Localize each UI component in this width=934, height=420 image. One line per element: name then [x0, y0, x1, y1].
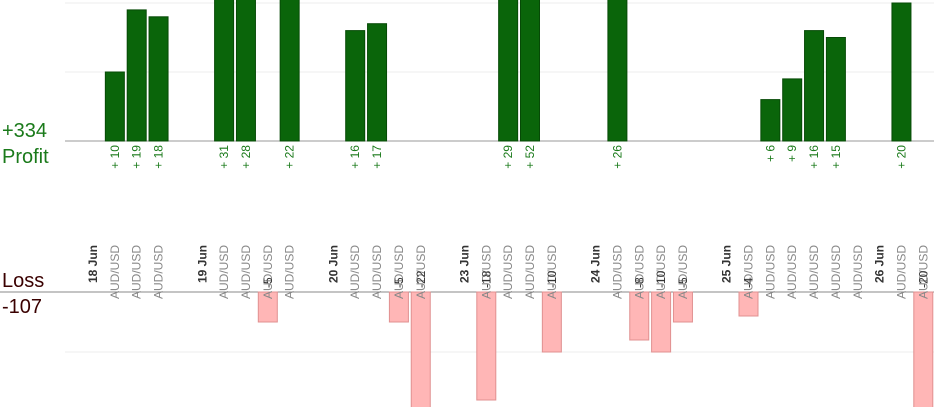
loss-total: -107: [2, 296, 42, 318]
bar: [891, 2, 912, 142]
bar: [541, 291, 562, 353]
bar: [782, 78, 803, 142]
bar: [279, 0, 300, 142]
x-tick-label: AUD/USD: [523, 245, 537, 299]
bar: [498, 0, 519, 142]
bar: [410, 291, 431, 407]
bar: [738, 291, 759, 317]
bar: [367, 23, 388, 142]
x-tick-label: AUD/USD: [545, 245, 559, 299]
value-label: + 22: [283, 145, 297, 169]
bar: [126, 9, 147, 142]
bar: [257, 291, 278, 323]
bar: [388, 291, 409, 323]
x-tick-label: AUD/USD: [742, 245, 756, 299]
bar: [148, 16, 169, 142]
x-tick-label: 23 Jun: [457, 245, 471, 283]
x-tick-label: 24 Jun: [589, 245, 603, 283]
x-tick-label: 25 Jun: [720, 245, 734, 283]
value-label: -8: [632, 277, 646, 288]
x-tick-label: AUD/USD: [763, 245, 777, 299]
x-tick-label: 26 Jun: [873, 245, 887, 283]
value-label: + 31: [217, 145, 231, 169]
bar: [913, 291, 934, 407]
loss-label: Loss: [2, 270, 44, 292]
value-label: -10: [545, 270, 559, 288]
bar: [104, 71, 125, 142]
value-label: -10: [654, 270, 668, 288]
x-tick-label: AUD/USD: [632, 245, 646, 299]
value-label: -22: [414, 270, 428, 288]
bar: [235, 0, 256, 142]
value-label: -5: [261, 277, 275, 288]
x-tick-label: AUD/USD: [829, 245, 843, 299]
x-tick-label: AUD/USD: [501, 245, 515, 299]
bar: [476, 291, 497, 401]
value-label: + 16: [348, 145, 362, 169]
x-tick-label: AUD/USD: [479, 245, 493, 299]
value-label: -5: [392, 277, 406, 288]
value-label: + 19: [130, 145, 144, 169]
profit-label: Profit: [2, 146, 49, 168]
bar: [607, 0, 628, 142]
x-tick-label: 20 Jun: [326, 245, 340, 283]
bar: [651, 291, 672, 353]
value-label: + 6: [763, 145, 777, 162]
bar: [672, 291, 693, 323]
x-tick-label: 18 Jun: [86, 245, 100, 283]
profit-total: +334: [2, 120, 47, 142]
x-tick-label: AUD/USD: [916, 245, 930, 299]
x-tick-label: AUD/USD: [851, 245, 865, 299]
x-tick-label: AUD/USD: [261, 245, 275, 299]
x-tick-label: AUD/USD: [217, 245, 231, 299]
x-tick-label: AUD/USD: [392, 245, 406, 299]
x-tick-label: AUD/USD: [654, 245, 668, 299]
value-label: + 28: [239, 145, 253, 169]
value-label: + 18: [152, 145, 166, 169]
x-tick-label: 19 Jun: [195, 245, 209, 283]
bar: [629, 291, 650, 341]
x-tick-label: AUD/USD: [894, 245, 908, 299]
x-tick-label: AUD/USD: [348, 245, 362, 299]
bar: [345, 30, 366, 142]
value-label: + 20: [894, 145, 908, 169]
value-label: -4: [742, 277, 756, 288]
bar: [825, 37, 846, 142]
x-tick-label: AUD/USD: [108, 245, 122, 299]
x-tick-label: AUD/USD: [152, 245, 166, 299]
x-tick-label: AUD/USD: [807, 245, 821, 299]
value-label: + 16: [807, 145, 821, 169]
value-label: + 29: [501, 145, 515, 169]
value-label: + 9: [785, 145, 799, 162]
bar: [214, 0, 235, 142]
value-label: + 52: [523, 145, 537, 169]
bar: [804, 30, 825, 142]
value-label: + 15: [829, 145, 843, 169]
value-label: + 17: [370, 145, 384, 169]
bar: [520, 0, 540, 142]
x-tick-label: AUD/USD: [610, 245, 624, 299]
x-tick-label: AUD/USD: [283, 245, 297, 299]
x-tick-label: AUD/USD: [414, 245, 428, 299]
x-tick-label: AUD/USD: [239, 245, 253, 299]
value-label: -18: [479, 270, 493, 288]
value-label: + 26: [610, 145, 624, 169]
x-tick-label: AUD/USD: [130, 245, 144, 299]
x-tick-label: AUD/USD: [785, 245, 799, 299]
value-label: + 10: [108, 145, 122, 169]
x-tick-label: AUD/USD: [676, 245, 690, 299]
x-tick-label: AUD/USD: [370, 245, 384, 299]
value-label: -20: [916, 270, 930, 288]
value-label: -5: [676, 277, 690, 288]
bar: [760, 99, 781, 142]
